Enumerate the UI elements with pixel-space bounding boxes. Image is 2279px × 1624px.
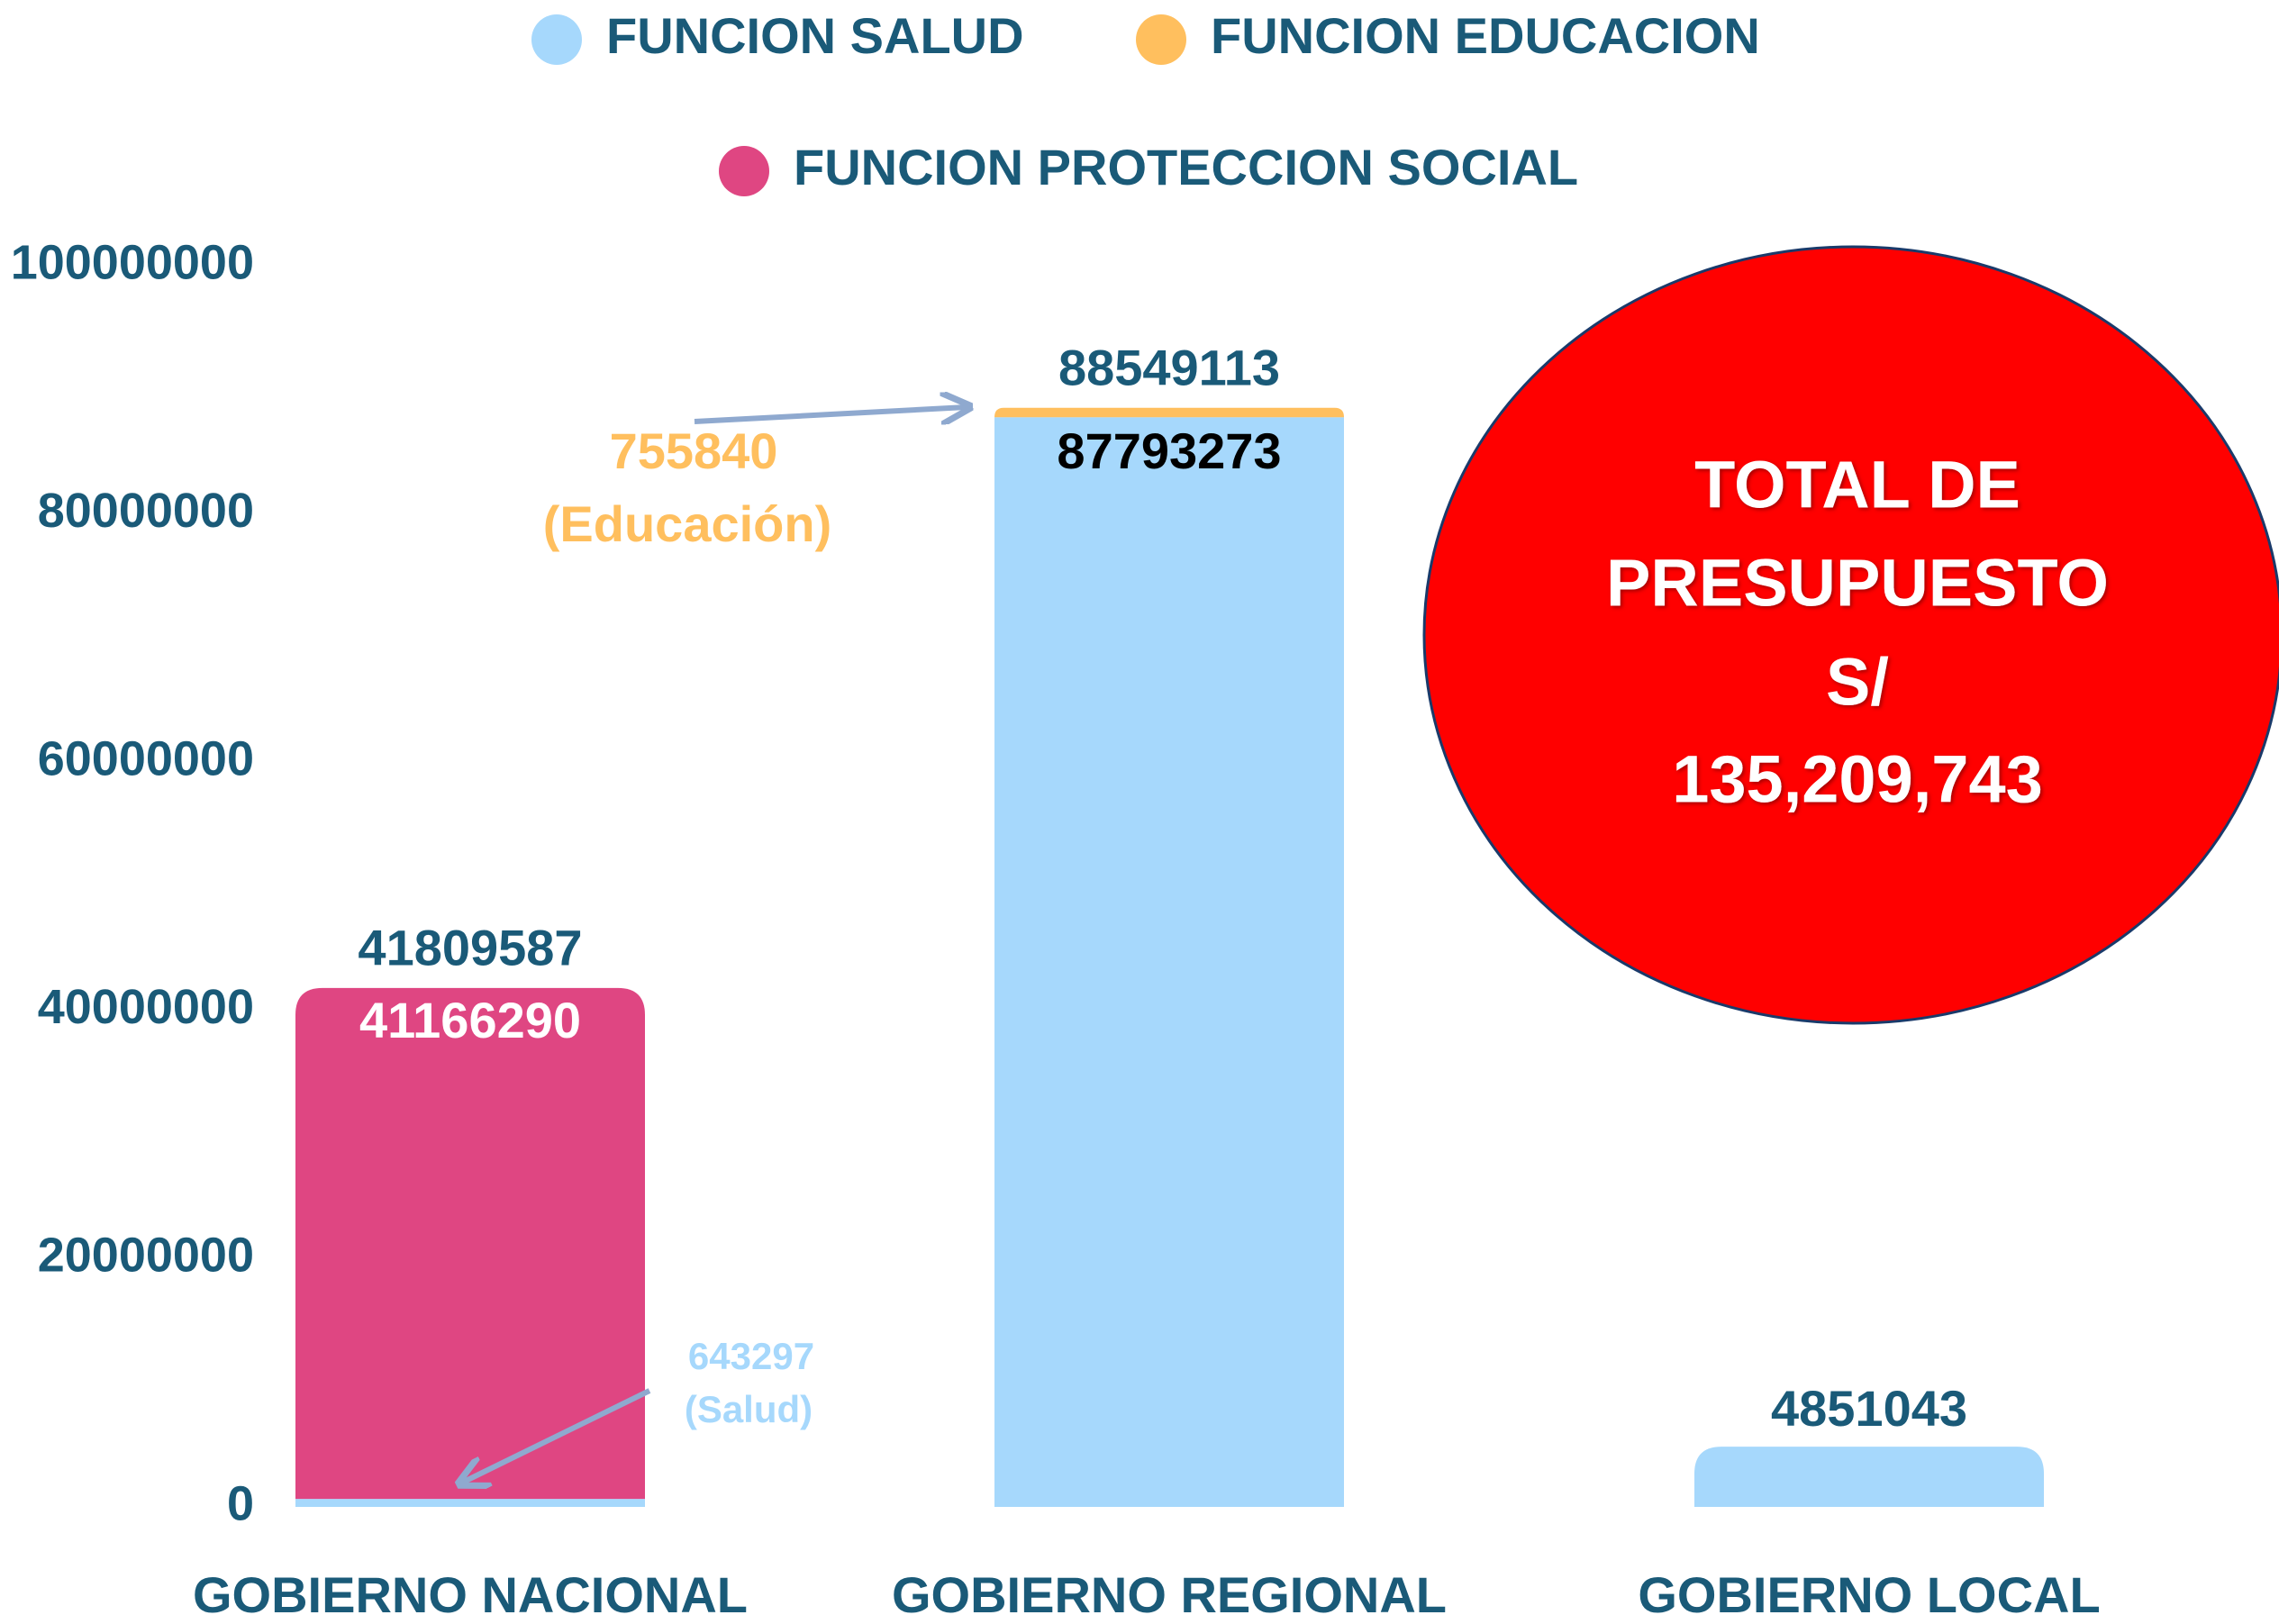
y-tick-label: 40000000	[38, 980, 254, 1034]
y-tick-label: 0	[227, 1476, 254, 1530]
data-label: 87793273	[1057, 422, 1281, 479]
x-tick-label: GOBIERNO LOCAL	[1638, 1566, 2100, 1623]
arrow	[462, 1388, 651, 1483]
bar-segment	[295, 987, 645, 1500]
bar-segment	[295, 1499, 645, 1507]
total-label: 88549113	[1058, 340, 1280, 396]
callout-bubble	[1422, 245, 2279, 1025]
annotation: (Salud)	[685, 1388, 813, 1430]
x-tick-label: GOBIERNO REGIONAL	[892, 1566, 1447, 1623]
legend-swatch	[719, 146, 769, 196]
x-tick-label: GOBIERNO NACIONAL	[193, 1566, 748, 1623]
annotation: (Educación)	[543, 495, 831, 552]
data-label: 643297	[688, 1335, 814, 1377]
callout-text: 135,209,743	[1672, 742, 2043, 817]
total-label: 41809587	[358, 920, 582, 976]
callout-text: PRESUPUESTO	[1606, 546, 2109, 621]
data-label: 755840	[610, 422, 778, 479]
legend-label: FUNCION EDUCACION	[1211, 7, 1760, 64]
arrow	[694, 407, 967, 422]
legend-label: FUNCION SALUD	[606, 7, 1024, 64]
y-tick-label: 80000000	[38, 484, 254, 538]
legend-label: FUNCION PROTECCION SOCIAL	[794, 139, 1578, 195]
y-tick-label: 60000000	[38, 731, 254, 785]
data-label: 41166290	[359, 992, 581, 1048]
callout-text: S/	[1826, 645, 1889, 720]
bar-segment	[994, 407, 1344, 418]
legend-swatch	[531, 14, 582, 65]
legend-swatch	[1136, 14, 1186, 65]
bar-segment	[994, 417, 1344, 1507]
y-tick-label: 20000000	[38, 1229, 254, 1283]
bar-segment	[1694, 1447, 2044, 1507]
y-tick-label: 100000000	[11, 235, 254, 289]
data-label: 4851043	[1771, 1380, 1967, 1437]
callout-text: TOTAL DE	[1694, 448, 2020, 522]
